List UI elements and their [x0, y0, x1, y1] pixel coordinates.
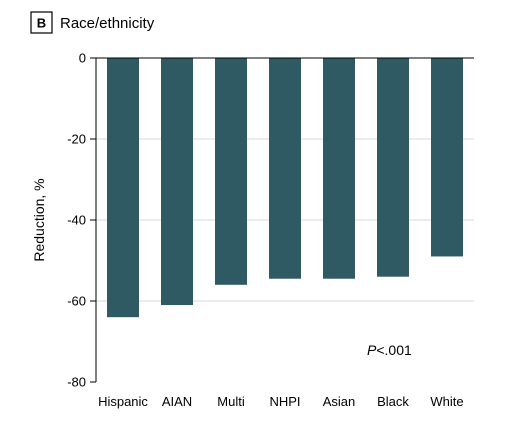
- x-tick-labels: Hispanic AIAN Multi NHPI Asian Black White: [98, 394, 464, 409]
- x-tick-label: Hispanic: [98, 394, 148, 409]
- x-tick-label: NHPI: [269, 394, 300, 409]
- y-tick-labels: 0 -20 -40 -60 -80: [67, 51, 86, 390]
- bar-nhpi: [269, 58, 301, 279]
- bar-asian: [323, 58, 355, 279]
- bar-aian: [161, 58, 193, 306]
- x-tick-label: Asian: [323, 394, 356, 409]
- y-tick-label: -20: [67, 132, 86, 147]
- y-tick-label: -60: [67, 294, 86, 309]
- panel-label-box: [30, 11, 53, 34]
- p-value-text: <.001: [376, 342, 412, 358]
- y-axis-label: Reduction, %: [31, 178, 47, 261]
- bar-hispanic: [107, 58, 139, 318]
- x-tick-label: Multi: [217, 394, 245, 409]
- y-tick-label: -40: [67, 213, 86, 228]
- y-tick-label: 0: [79, 51, 86, 66]
- x-tick-label: AIAN: [162, 394, 192, 409]
- x-tick-label: Black: [377, 394, 409, 409]
- chart-title: Race/ethnicity: [60, 15, 155, 32]
- panel-label: B: [37, 16, 46, 31]
- bar-black: [377, 58, 409, 277]
- bar-multi: [215, 58, 247, 285]
- p-value-italic: P: [367, 342, 377, 358]
- y-axis: [90, 57, 474, 383]
- y-tick-label: -80: [67, 375, 86, 390]
- bar-white: [431, 58, 463, 257]
- bars: [107, 58, 463, 318]
- x-tick-label: White: [430, 394, 463, 409]
- p-value-annotation: P<.001: [367, 342, 412, 358]
